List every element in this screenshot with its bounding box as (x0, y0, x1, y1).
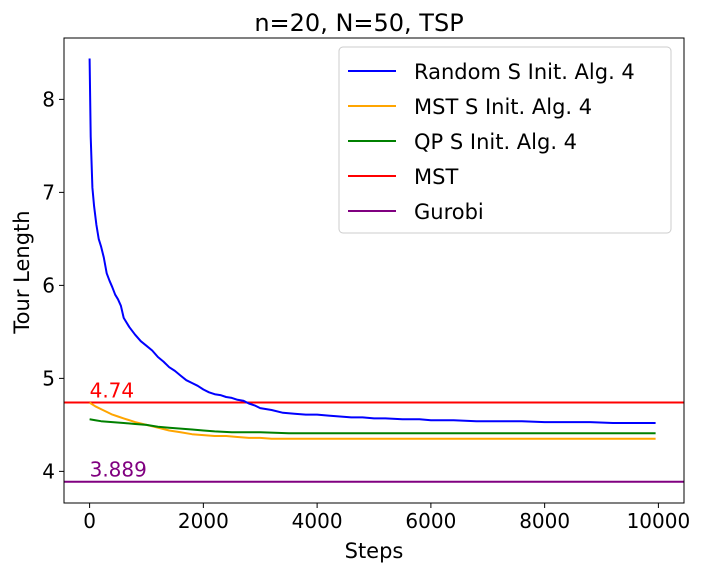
hline-value-label: 4.74 (90, 379, 135, 403)
x-tick-label: 0 (83, 509, 96, 533)
chart-title: n=20, N=50, TSP (254, 9, 463, 37)
y-tick-label: 5 (42, 366, 55, 390)
x-tick-label: 2000 (178, 509, 229, 533)
x-tick-label: 4000 (292, 509, 343, 533)
series-line (88, 58, 656, 424)
y-tick-label: 8 (42, 87, 55, 111)
legend-label: Random S Init. Alg. 4 (414, 60, 635, 84)
legend-box (338, 46, 672, 234)
y-tick-label: 4 (42, 459, 55, 483)
y-axis-label: Tour Length (10, 210, 34, 334)
series-line (89, 418, 656, 435)
y-tick-label: 6 (42, 273, 55, 297)
legend: Random S Init. Alg. 4 MST S Init. Alg. 4 Q… (338, 46, 672, 234)
legend-label: Gurobi (414, 200, 484, 224)
x-axis-label: Steps (345, 539, 404, 563)
legend-label: MST (414, 165, 458, 189)
plot-frame (63, 37, 685, 504)
legend-label: MST S Init. Alg. 4 (414, 95, 592, 119)
hline-value-label: 3.889 (90, 458, 147, 482)
legend-label: QP S Init. Alg. 4 (414, 130, 577, 154)
x-tick-label: 10000 (627, 509, 691, 533)
y-tick-label: 7 (42, 180, 55, 204)
series-line (89, 401, 656, 440)
x-tick-label: 8000 (519, 509, 570, 533)
x-tick-label: 6000 (405, 509, 456, 533)
